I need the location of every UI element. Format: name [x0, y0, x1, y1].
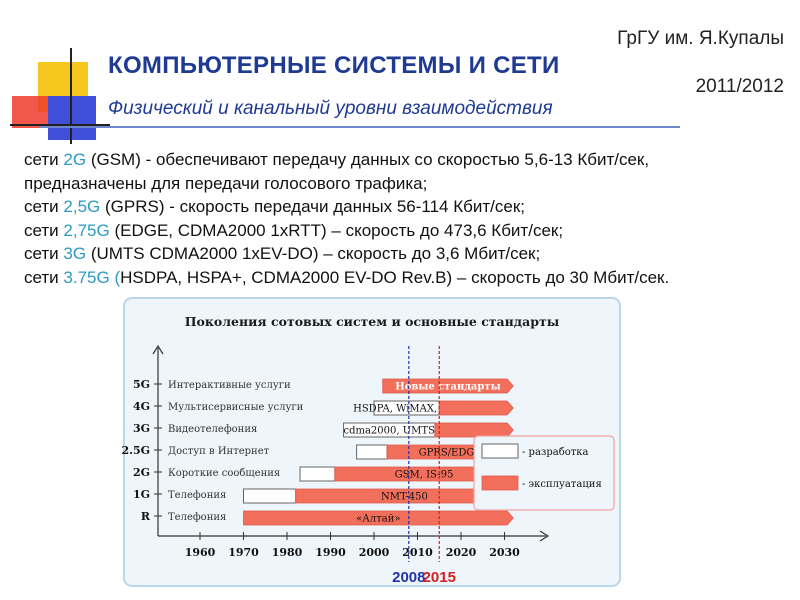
bar-label: «Алтай» [356, 514, 400, 525]
highlight-text: 2,75G [63, 220, 110, 240]
university-name: ГрГУ им. Я.Купалы [617, 28, 784, 49]
text: (EDGE, CDMA2000 1xRTT) – скорость до 473… [109, 220, 564, 240]
generations-diagram: Поколения сотовых систем и основные стан… [122, 297, 621, 587]
highlight-text: 3.75G ( [63, 267, 121, 287]
generation-label: 3G [133, 422, 150, 435]
legend-operation-swatch [481, 475, 519, 491]
text: сети [24, 150, 64, 169]
highlight-text: 2,5G [63, 197, 101, 216]
x-tick-label: 1990 [315, 546, 346, 559]
x-tick-label: 2010 [402, 546, 433, 559]
bar-label: cdma2000, UMTS [343, 426, 435, 437]
text: сети [24, 267, 64, 287]
generation-label: 1G [133, 488, 150, 501]
text: (GPRS) - скорость передачи данных 56-114… [100, 197, 525, 216]
legend-label: - эксплуатация [522, 479, 602, 490]
body-line: сети 2G (GSM) - обеспечивают передачу да… [24, 148, 794, 172]
x-tick-label: 1980 [272, 546, 303, 559]
operation-bar [243, 510, 514, 526]
bar-label: GPRS/EDGE [419, 448, 482, 459]
service-label: Видеотелефония [168, 424, 257, 435]
text: (GSM) - обеспечивают передачу данных со … [86, 150, 650, 169]
x-tick-label: 2020 [446, 546, 477, 559]
title-underline [40, 126, 680, 128]
generation-label: 5G [133, 378, 150, 391]
body-line: сети 3G (UMTS CDMA2000 1xEV-DO) – скорос… [24, 242, 794, 266]
text: сети [24, 197, 64, 216]
legend-development-swatch [481, 443, 519, 459]
marker-label: 2008 [392, 569, 425, 586]
service-label: Короткие сообщения [168, 468, 280, 479]
body-line: сети 3.75G (HSDPA, HSPA+, CDMA2000 EV-DO… [24, 266, 794, 290]
generation-label: 2G [133, 466, 150, 479]
decor-blue-square [48, 96, 96, 140]
x-tick-label: 1970 [228, 546, 259, 559]
diagram-title: Поколения сотовых систем и основные стан… [185, 314, 560, 329]
development-bar [299, 466, 336, 482]
y-axis-arrow [152, 344, 164, 355]
body-line: предназначены для передачи голосового тр… [24, 172, 794, 196]
marker-label: 2015 [423, 569, 456, 586]
bar-label: HSDPA, WiMAX, LTE [353, 404, 460, 415]
highlight-text: 3G [63, 244, 87, 263]
text: (UMTS CDMA2000 1xEV-DO) – скорость до 3,… [86, 244, 541, 263]
operation-bar [438, 400, 514, 416]
service-label: Доступ в Интернет [168, 446, 270, 457]
service-label: Мультисервисные услуги [168, 402, 304, 413]
generation-label: 4G [133, 400, 150, 413]
bar-label: GSM, IS-95 [395, 470, 454, 481]
bar-label: NMT-450 [381, 492, 428, 503]
service-label: Интерактивные услуги [168, 380, 291, 391]
generation-label: R [141, 510, 151, 523]
body-text: сети 2G (GSM) - обеспечивают передачу да… [24, 148, 794, 289]
x-tick-label: 2030 [489, 546, 520, 559]
operation-bar [434, 422, 514, 438]
service-label: Телефония [168, 490, 226, 501]
body-line: сети 2,5G (GPRS) - скорость передачи дан… [24, 195, 794, 219]
slide-subtitle: Физический и канальный уровни взаимодейс… [108, 98, 553, 119]
text: сети [24, 244, 64, 263]
decor-horizontal-line [10, 124, 110, 126]
academic-year: 2011/2012 [695, 76, 784, 97]
service-label: Телефония [168, 512, 226, 523]
operation-bar [382, 378, 514, 394]
legend-label: - разработка [522, 447, 589, 458]
body-line: сети 2,75G (EDGE, CDMA2000 1xRTT) – скор… [24, 219, 794, 243]
x-tick-label: 1960 [185, 546, 216, 559]
generation-label: 2.5G [122, 444, 150, 457]
development-bar [356, 444, 388, 460]
x-tick-label: 2000 [359, 546, 390, 559]
highlight-text: 2G [63, 150, 87, 169]
slide-title: КОМПЬЮТЕРНЫЕ СИСТЕМЫ И СЕТИ [108, 52, 560, 79]
bar-label: Новые стандарты [395, 382, 500, 393]
development-bar [243, 488, 297, 504]
x-axis-arrow [539, 530, 550, 542]
text: сети [24, 220, 64, 240]
decor-vertical-line [70, 48, 72, 144]
text: предназначены для передачи голосового тр… [24, 173, 428, 193]
text: HSDPA, HSPA+, CDMA2000 EV-DO Rev.B) – ск… [120, 267, 670, 287]
